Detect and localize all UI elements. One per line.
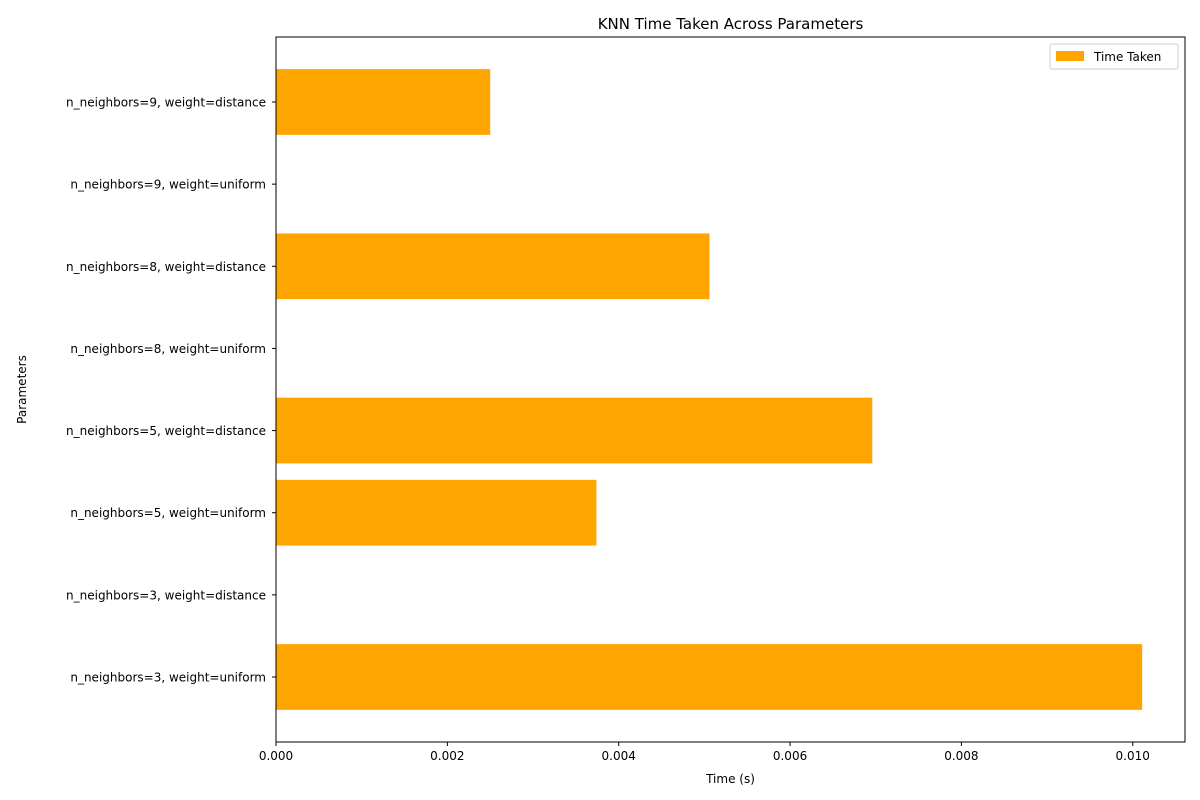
plot-frame [275,36,1186,743]
legend: Time Taken [1049,43,1179,70]
y-tick-label: n_neighbors=5, weight=distance [66,424,266,438]
bar [276,644,1143,710]
x-tick-label: 0.004 [602,749,636,763]
x-tick-label: 0.010 [1116,749,1150,763]
y-axis-label: Parameters [15,355,29,424]
y-tick-label: n_neighbors=3, weight=uniform [70,671,266,685]
x-tick-label: 0.002 [430,749,464,763]
y-tick-label: n_neighbors=5, weight=uniform [70,506,266,520]
bar [276,69,491,135]
y-tick-label: n_neighbors=3, weight=distance [66,588,266,602]
bar [276,479,597,546]
y-tick-label: n_neighbors=9, weight=uniform [70,178,266,192]
x-tick-label: 0.008 [944,749,978,763]
bar [276,397,873,464]
x-tick-label: 0.000 [259,749,293,763]
x-axis-ticks: 0.000 0.002 0.004 0.006 0.008 0.010 [259,742,1150,763]
legend-swatch [1056,51,1084,61]
bars-group [276,69,1143,710]
y-tick-label: n_neighbors=9, weight=distance [66,96,266,110]
y-axis-ticks: n_neighbors=3, weight=uniform n_neighbors… [66,96,276,685]
legend-label: Time Taken [1093,50,1161,64]
x-tick-label: 0.006 [773,749,807,763]
y-tick-label: n_neighbors=8, weight=uniform [70,342,266,356]
legend-box [1049,43,1179,70]
y-tick-label: n_neighbors=8, weight=distance [66,260,266,274]
bar [276,233,710,300]
x-axis-label: Time (s) [705,772,755,786]
chart-title: KNN Time Taken Across Parameters [598,15,864,33]
